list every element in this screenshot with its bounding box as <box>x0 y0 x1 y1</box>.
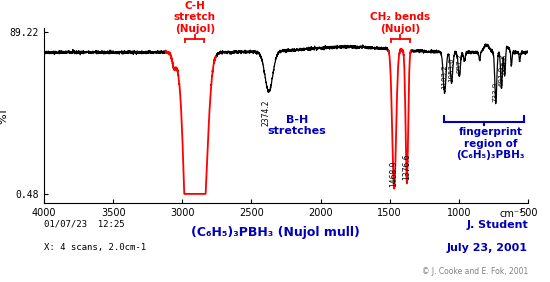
Text: 668.6: 668.6 <box>502 54 508 74</box>
Text: X: 4 scans, 2.0cm-1: X: 4 scans, 2.0cm-1 <box>44 243 146 252</box>
Text: 1103.2: 1103.2 <box>442 65 448 89</box>
Text: 1468.9: 1468.9 <box>389 160 399 187</box>
Text: B-H
stretches: B-H stretches <box>268 114 327 136</box>
Text: J. Student: J. Student <box>466 220 528 230</box>
Text: C-H
stretch
(Nujol): C-H stretch (Nujol) <box>174 1 216 34</box>
Text: fingerprint
region of
(C₆H₅)₃PBH₃: fingerprint region of (C₆H₅)₃PBH₃ <box>456 127 525 160</box>
Text: 1053.0: 1053.0 <box>449 57 454 82</box>
Text: July 23, 2001: July 23, 2001 <box>447 243 528 252</box>
Text: cm⁻¹: cm⁻¹ <box>499 210 524 219</box>
Text: © J. Cooke and E. Fok, 2001: © J. Cooke and E. Fok, 2001 <box>422 267 528 276</box>
Text: CH₂ bends
(Nujol): CH₂ bends (Nujol) <box>370 12 431 34</box>
Text: 997.2: 997.2 <box>456 53 462 73</box>
Text: 2374.2: 2374.2 <box>262 100 271 126</box>
Text: (C₆H₅)₃PBH₃ (Nujol mull): (C₆H₅)₃PBH₃ (Nujol mull) <box>190 226 360 239</box>
Text: 01/07/23  12:25: 01/07/23 12:25 <box>44 220 125 229</box>
Text: 733.9: 733.9 <box>493 81 499 102</box>
Text: 691.9: 691.9 <box>498 65 504 86</box>
Text: 1376.6: 1376.6 <box>403 153 411 180</box>
Y-axis label: %T: %T <box>0 107 8 124</box>
